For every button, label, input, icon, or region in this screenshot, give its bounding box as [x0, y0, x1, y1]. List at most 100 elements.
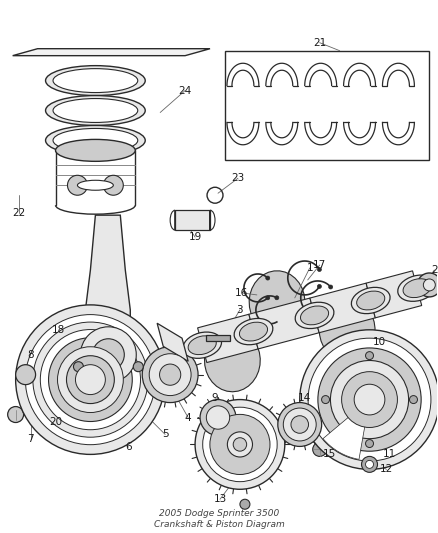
Circle shape	[313, 442, 327, 456]
Polygon shape	[206, 335, 230, 341]
Circle shape	[366, 440, 374, 448]
Text: 22: 22	[12, 208, 25, 218]
Ellipse shape	[240, 322, 268, 341]
Ellipse shape	[56, 140, 135, 161]
Text: 18: 18	[52, 325, 65, 335]
Text: 15: 15	[323, 449, 336, 459]
Circle shape	[318, 348, 421, 451]
Ellipse shape	[183, 332, 222, 358]
Circle shape	[92, 339, 124, 370]
Ellipse shape	[398, 275, 437, 301]
Ellipse shape	[53, 128, 138, 152]
Circle shape	[308, 338, 431, 461]
Ellipse shape	[53, 99, 138, 123]
Circle shape	[361, 456, 378, 472]
Circle shape	[328, 307, 333, 311]
Text: 3: 3	[237, 305, 243, 315]
Circle shape	[227, 432, 252, 457]
Circle shape	[74, 362, 83, 372]
Text: 2: 2	[431, 265, 438, 275]
Circle shape	[200, 400, 236, 435]
Ellipse shape	[78, 180, 113, 190]
Text: 11: 11	[383, 449, 396, 459]
Text: 2005 Dodge Sprinter 3500
Crankshaft & Piston Diagram: 2005 Dodge Sprinter 3500 Crankshaft & Pi…	[154, 510, 284, 529]
Ellipse shape	[46, 66, 145, 95]
Circle shape	[67, 313, 150, 397]
Circle shape	[57, 347, 124, 413]
Wedge shape	[323, 400, 370, 459]
Polygon shape	[249, 298, 319, 349]
Circle shape	[275, 320, 279, 324]
Circle shape	[318, 268, 321, 271]
Circle shape	[40, 329, 141, 430]
Ellipse shape	[403, 279, 431, 297]
Circle shape	[366, 461, 374, 469]
Circle shape	[354, 384, 385, 415]
Text: 16: 16	[235, 288, 248, 298]
Text: 24: 24	[178, 86, 192, 95]
Circle shape	[278, 402, 321, 447]
Circle shape	[240, 499, 250, 509]
Circle shape	[266, 276, 270, 280]
Circle shape	[210, 414, 270, 474]
Ellipse shape	[357, 291, 385, 310]
Ellipse shape	[295, 302, 334, 328]
Ellipse shape	[46, 95, 145, 125]
Circle shape	[159, 364, 181, 385]
Circle shape	[25, 314, 155, 445]
Circle shape	[266, 296, 270, 300]
Circle shape	[321, 395, 329, 403]
Circle shape	[16, 365, 35, 385]
Polygon shape	[310, 283, 375, 333]
Text: 23: 23	[231, 173, 244, 183]
Text: 9: 9	[212, 393, 218, 402]
Circle shape	[59, 408, 72, 422]
Polygon shape	[205, 329, 260, 392]
Ellipse shape	[53, 69, 138, 93]
Text: 17: 17	[313, 260, 326, 270]
Text: 7: 7	[27, 434, 34, 445]
Circle shape	[195, 400, 285, 489]
Circle shape	[342, 372, 397, 427]
Polygon shape	[198, 314, 258, 362]
Text: 1: 1	[307, 263, 313, 273]
Polygon shape	[157, 323, 188, 361]
Circle shape	[424, 279, 435, 291]
Circle shape	[75, 365, 106, 394]
Text: 6: 6	[125, 442, 131, 453]
Circle shape	[67, 356, 114, 403]
Circle shape	[283, 408, 316, 441]
Bar	[225, 51, 429, 160]
Circle shape	[366, 352, 374, 360]
Text: 4: 4	[185, 413, 191, 423]
Polygon shape	[366, 271, 422, 318]
Circle shape	[16, 305, 165, 455]
Circle shape	[203, 407, 277, 482]
Circle shape	[291, 416, 308, 433]
Polygon shape	[13, 49, 210, 55]
Circle shape	[103, 175, 124, 195]
Ellipse shape	[46, 125, 145, 155]
Circle shape	[149, 354, 191, 395]
Circle shape	[133, 362, 143, 372]
Ellipse shape	[300, 306, 328, 325]
Polygon shape	[85, 215, 130, 360]
Ellipse shape	[234, 318, 273, 345]
Text: 20: 20	[49, 416, 62, 426]
Text: 19: 19	[188, 232, 202, 242]
Text: 12: 12	[380, 464, 393, 474]
Text: 5: 5	[162, 430, 169, 440]
Circle shape	[318, 285, 321, 288]
Text: 21: 21	[313, 38, 326, 48]
Circle shape	[81, 327, 136, 383]
Text: 10: 10	[373, 337, 386, 347]
Text: 14: 14	[298, 393, 311, 402]
Text: 13: 13	[213, 494, 226, 504]
Circle shape	[33, 322, 148, 437]
Ellipse shape	[188, 336, 216, 354]
Circle shape	[67, 175, 88, 195]
Circle shape	[410, 395, 417, 403]
Circle shape	[275, 296, 279, 300]
Circle shape	[330, 360, 409, 439]
Polygon shape	[319, 298, 375, 361]
